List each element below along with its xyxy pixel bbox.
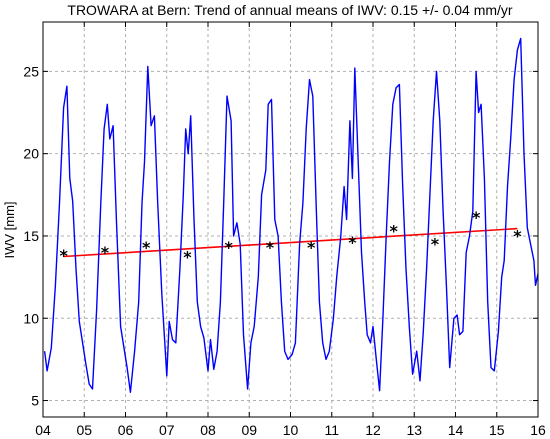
x-tick-label: 14 bbox=[448, 422, 464, 438]
annual-mean-marker: * bbox=[389, 221, 398, 240]
x-tick-label: 10 bbox=[283, 422, 299, 438]
y-tick-label: 25 bbox=[23, 63, 39, 79]
annual-mean-marker: * bbox=[224, 238, 233, 257]
y-tick-label: 10 bbox=[23, 310, 39, 326]
annual-mean-marker: * bbox=[266, 238, 275, 257]
y-tick-label: 20 bbox=[23, 146, 39, 162]
x-tick-label: 16 bbox=[530, 422, 546, 438]
x-tick-label: 04 bbox=[35, 422, 51, 438]
monthly-iwv-line bbox=[43, 37, 539, 393]
chart-title: TROWARA at Bern: Trend of annual means o… bbox=[67, 2, 513, 18]
annual-mean-marker: * bbox=[431, 235, 440, 254]
annual-mean-marker: * bbox=[101, 243, 110, 262]
x-tick-label: 11 bbox=[324, 422, 339, 438]
annual-mean-marker: * bbox=[183, 248, 192, 267]
x-axis-ticks: 04 05 06 07 08 09 10 11 12 13 14 15 16 bbox=[35, 22, 546, 438]
grid-lines bbox=[43, 22, 538, 417]
y-tick-label: 5 bbox=[31, 393, 39, 409]
y-tick-label: 15 bbox=[23, 228, 39, 244]
x-tick-label: 07 bbox=[159, 422, 175, 438]
annual-mean-marker: * bbox=[59, 246, 68, 265]
trend-line bbox=[63, 227, 518, 258]
y-axis-ticks: 5 10 15 20 25 bbox=[23, 63, 538, 409]
x-tick-label: 08 bbox=[200, 422, 216, 438]
x-tick-label: 06 bbox=[118, 422, 134, 438]
x-tick-label: 05 bbox=[76, 422, 92, 438]
x-tick-label: 13 bbox=[406, 422, 422, 438]
annual-mean-marker: * bbox=[348, 233, 357, 252]
x-tick-label: 09 bbox=[241, 422, 257, 438]
plot-frame bbox=[42, 21, 539, 418]
monthly-series-layer bbox=[43, 37, 539, 393]
annual-mean-marker: * bbox=[307, 238, 316, 257]
annual-mean-marker: * bbox=[472, 208, 481, 227]
x-tick-label: 15 bbox=[489, 422, 505, 438]
annual-mean-marker: * bbox=[513, 226, 522, 245]
y-axis-label: IWV [mm] bbox=[2, 201, 17, 258]
trend-line-layer bbox=[63, 227, 518, 258]
x-tick-label: 12 bbox=[365, 422, 381, 438]
annual-mean-marker: * bbox=[142, 238, 151, 257]
annual-mean-markers: * * * * * * * * * * * * bbox=[59, 208, 522, 267]
